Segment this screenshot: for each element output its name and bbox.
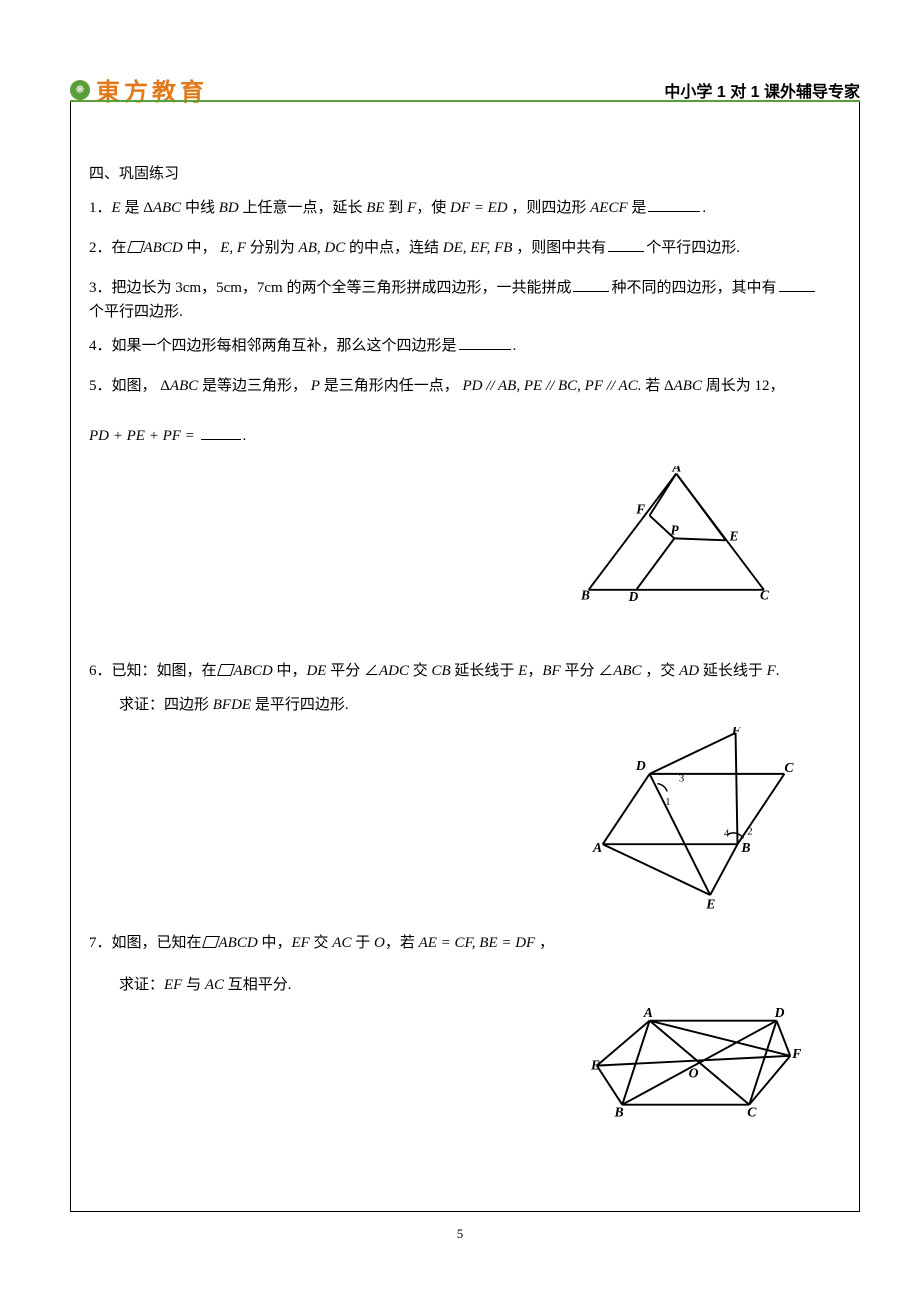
svg-text:D: D xyxy=(635,758,646,773)
figure-q6: ABCDEF1234 xyxy=(591,727,801,917)
content-body: 四、巩固练习 1．E 是 ΔABC 中线 BD 上任意一点，延长 BE 到 F，… xyxy=(89,162,841,1125)
svg-text:B: B xyxy=(581,587,590,602)
svg-text:A: A xyxy=(643,1007,653,1020)
svg-text:F: F xyxy=(635,502,645,517)
q4-blank xyxy=(459,335,511,350)
svg-text:E: E xyxy=(729,528,739,543)
q3-blank-2 xyxy=(779,277,815,292)
question-5-line1: 5．如图， ΔABC 是等边三角形， P 是三角形内任一点， PD // AB,… xyxy=(89,374,841,398)
section-title: 四、巩固练习 xyxy=(89,162,841,186)
q1-blank xyxy=(648,197,700,212)
svg-text:F: F xyxy=(791,1046,801,1061)
svg-text:2: 2 xyxy=(747,825,752,837)
page-number: 5 xyxy=(0,1226,920,1242)
figure-q5: A B C D E F P xyxy=(581,466,781,609)
content-frame: 四、巩固练习 1．E 是 ΔABC 中线 BD 上任意一点，延长 BE 到 F，… xyxy=(70,102,860,1212)
question-6-line2: 求证：四边形 BFDE 是平行四边形. xyxy=(89,693,841,717)
question-6-line1: 6．已知：如图，在ABCD 中，DE 平分 ∠ADC 交 CB 延长线于 E，B… xyxy=(89,659,841,683)
svg-text:B: B xyxy=(613,1105,623,1120)
question-5-line2: PD + PE + PF = . xyxy=(89,424,841,448)
question-3: 3．把边长为 3cm，5cm，7cm 的两个全等三角形拼成四边形，一共能拼成种不… xyxy=(89,276,841,324)
question-4: 4．如果一个四边形每相邻两角互补，那么这个四边形是. xyxy=(89,334,841,358)
question-7-line2: 求证：EF 与 AC 互相平分. xyxy=(89,973,841,997)
q1-text: 1．E 是 ΔABC 中线 BD 上任意一点，延长 BE 到 F，使 DF = … xyxy=(89,200,646,216)
svg-text:D: D xyxy=(774,1007,785,1020)
svg-text:O: O xyxy=(689,1066,699,1081)
logo-icon: ❋ xyxy=(70,80,90,100)
question-1: 1．E 是 ΔABC 中线 BD 上任意一点，延长 BE 到 F，使 DF = … xyxy=(89,196,841,220)
parallelogram-icon xyxy=(127,241,145,253)
svg-text:3: 3 xyxy=(679,773,684,785)
question-7-line1: 7．如图，已知在ABCD 中，EF 交 AC 于 O，若 AE = CF, BE… xyxy=(89,931,841,955)
svg-text:C: C xyxy=(784,760,794,775)
q3-blank-1 xyxy=(573,277,609,292)
parallelogram-icon xyxy=(202,936,220,948)
header-tagline: 中小学 1 对 1 课外辅导专家 xyxy=(664,78,860,102)
svg-text:P: P xyxy=(671,523,680,538)
figure-q7: A D B C E F O xyxy=(591,1007,801,1124)
svg-text:1: 1 xyxy=(665,796,670,808)
svg-text:C: C xyxy=(760,587,770,602)
svg-text:B: B xyxy=(740,840,750,855)
q5-blank xyxy=(201,425,241,440)
q2-blank xyxy=(608,237,644,252)
question-2: 2．在ABCD 中， E, F 分别为 AB, DC 的中点，连结 DE, EF… xyxy=(89,236,841,260)
svg-text:C: C xyxy=(747,1105,757,1120)
svg-text:A: A xyxy=(592,840,602,855)
svg-text:E: E xyxy=(591,1058,600,1073)
svg-text:A: A xyxy=(671,466,681,475)
svg-text:F: F xyxy=(731,727,741,738)
svg-text:D: D xyxy=(628,589,639,604)
parallelogram-icon xyxy=(217,664,235,676)
svg-text:E: E xyxy=(705,897,715,912)
